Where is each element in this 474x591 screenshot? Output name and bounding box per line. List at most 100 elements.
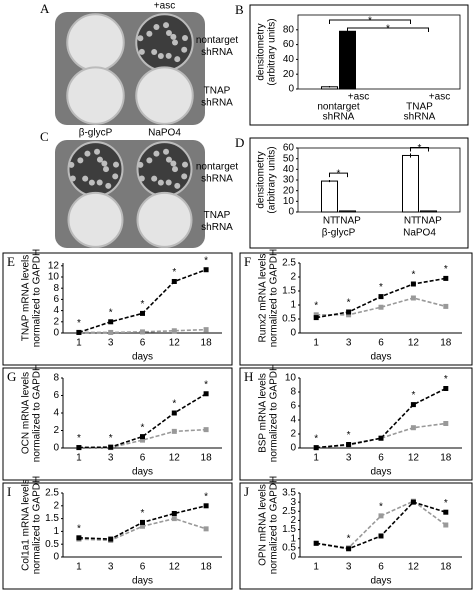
x-tick-label: 3 [108,338,114,349]
significance: * [411,390,415,401]
panel-label: E [7,254,15,269]
y-tick-label: 6 [53,294,59,305]
well-texture [96,156,103,163]
y-axis-label: Col1a1 mRNA levels [21,479,32,571]
marker [203,503,209,509]
well-texture [170,33,177,40]
bar [402,154,419,213]
y-tick-label: 0.5 [282,314,296,325]
y-tick-label: 20 [283,185,295,196]
y-tick-label: 10 [285,373,297,384]
marker [140,310,145,316]
well-texture [157,53,164,60]
y-tick-label: 0 [53,328,59,339]
x-tick-label: 12 [408,562,420,573]
y-tick-label: 8 [53,283,59,294]
bar-label: NT [323,216,336,227]
y-tick-label: 1 [53,526,59,537]
x-tick-label: 18 [440,453,452,464]
marker [346,312,352,318]
well [66,13,125,72]
series-line [316,297,447,316]
well-texture [137,35,144,42]
panel-frame [2,367,233,481]
y-axis-label: normalized to GAPDH [269,249,280,347]
significance: * [411,270,415,281]
y-tick-label: 0 [290,328,296,339]
marker [171,328,177,334]
y-tick-label: 0 [288,84,294,95]
bracket [347,27,429,32]
y-axis-label: normalized to GAPDH [32,364,43,462]
marker [410,402,416,408]
y-tick-label: 6 [53,390,59,401]
row-label: shRNA [201,174,233,185]
y-tick-label: 10 [283,196,295,207]
bracket [329,19,411,24]
panel-label: A [40,1,50,16]
significance: * [109,307,113,318]
significance: * [172,267,176,278]
x-tick-label: 1 [313,338,319,349]
x-tick-label: 12 [408,338,420,349]
well-texture [182,35,189,42]
significance: * [347,298,351,309]
y-tick-label: 20 [283,69,295,80]
well-texture [165,52,172,59]
bar [321,180,338,213]
significance: * [204,491,208,502]
panel-frame [239,482,473,590]
panel-label: C [40,129,49,144]
group-tag: +asc [429,92,450,103]
x-tick-label: 3 [108,562,114,573]
marker [171,410,177,416]
y-tick-label: 2.5 [282,258,296,269]
significance: * [347,533,351,544]
well-texture [170,160,177,167]
panel-frame [2,482,233,590]
well-texture [138,48,145,55]
marker [203,526,209,532]
well-texture [105,182,112,189]
x-tick-label: NaPO4 [403,228,436,239]
panel-label: H [244,369,253,384]
y-tick-label: 2 [290,515,296,526]
x-tick-label: 6 [140,338,146,349]
y-tick-label: 10 [48,272,60,283]
y-tick-label: 2 [53,500,59,511]
significance: * [314,300,318,311]
significance: * [337,169,341,180]
y-tick-label: 2 [290,429,296,440]
well-texture [146,30,153,37]
marker [76,535,82,541]
well-texture [174,182,181,189]
marker [410,281,416,287]
well [66,66,125,125]
marker [313,315,319,321]
significance: * [314,433,318,444]
x-tick-label: 6 [140,453,146,464]
y-tick-label: 3 [290,497,296,508]
panel-label: I [7,484,11,499]
x-tick-label: 18 [201,453,213,464]
well-texture [138,175,145,182]
marker [140,329,145,335]
panel-label: D [235,135,244,150]
panel-frame [239,252,473,366]
y-tick-label: 80 [283,24,295,35]
well-texture [165,30,172,37]
well-texture [165,179,172,186]
well-texture [163,148,170,155]
marker [410,425,416,431]
well-texture [69,175,76,182]
well-texture [174,56,181,63]
well [67,191,124,248]
significance: * [77,433,81,444]
marker [378,304,384,310]
y-tick-label: 40 [283,54,295,65]
x-tick-label: shRNA [323,112,355,123]
x-tick-label: 3 [346,338,352,349]
y-tick-label: 0.5 [45,539,59,550]
well [135,66,194,125]
